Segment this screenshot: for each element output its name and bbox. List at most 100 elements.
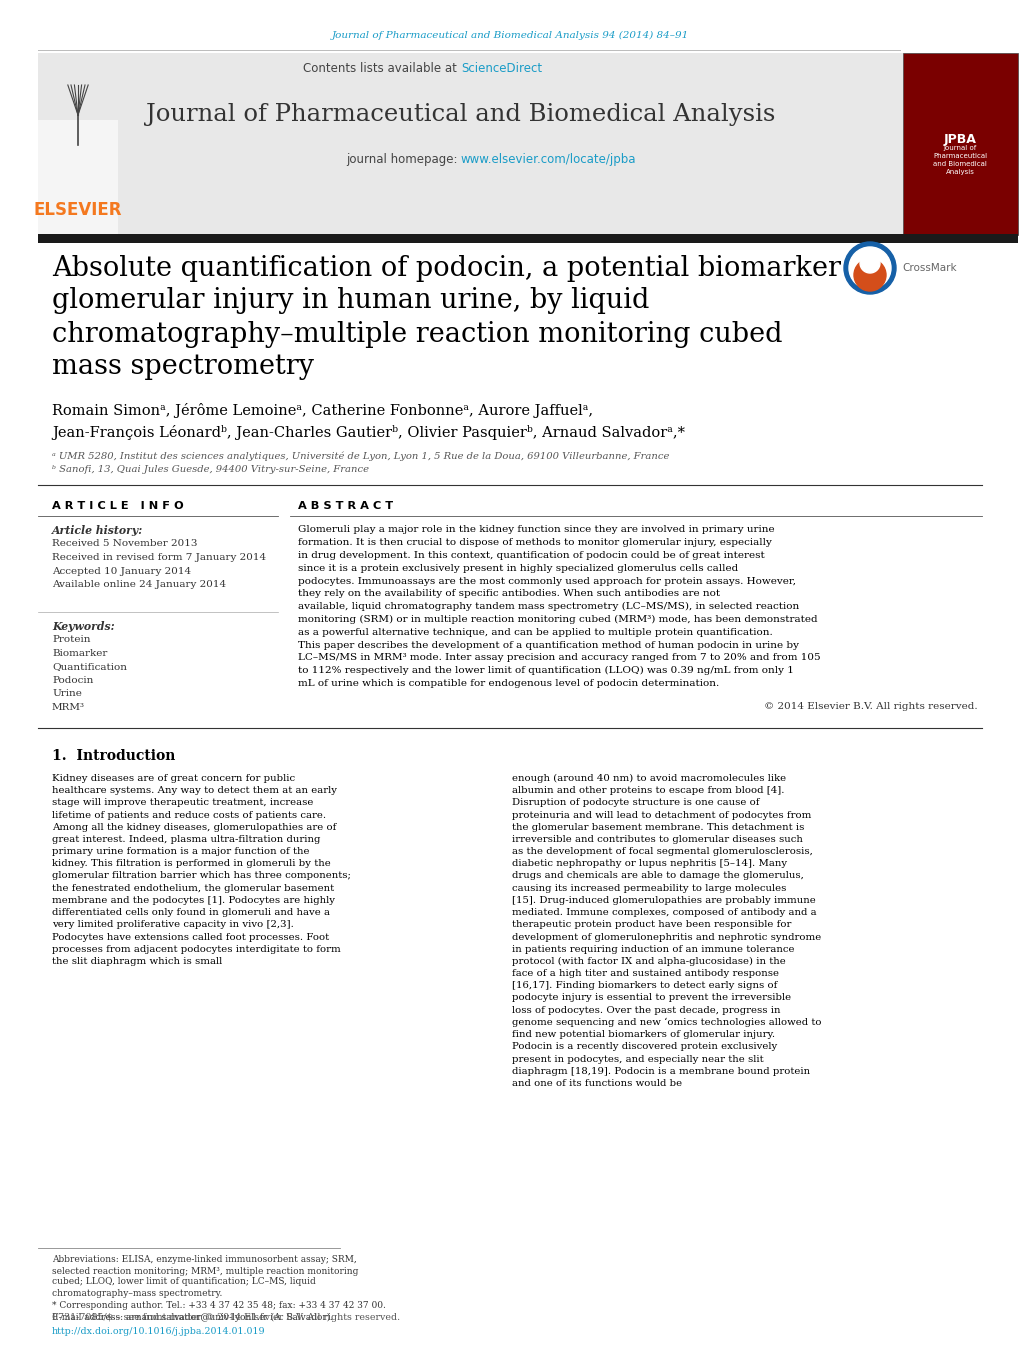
Text: differentiated cells only found in glomeruli and have a: differentiated cells only found in glome… xyxy=(52,908,330,917)
Text: protocol (with factor IX and alpha-glucosidase) in the: protocol (with factor IX and alpha-gluco… xyxy=(512,957,785,966)
Text: the fenestrated endothelium, the glomerular basement: the fenestrated endothelium, the glomeru… xyxy=(52,884,334,893)
Text: http://dx.doi.org/10.1016/j.jpba.2014.01.019: http://dx.doi.org/10.1016/j.jpba.2014.01… xyxy=(52,1328,265,1336)
Circle shape xyxy=(853,259,886,290)
Text: enough (around 40 nm) to avoid macromolecules like: enough (around 40 nm) to avoid macromole… xyxy=(512,774,786,784)
Text: Contents lists available at: Contents lists available at xyxy=(303,62,461,74)
Text: Journal of
Pharmaceutical
and Biomedical
Analysis: Journal of Pharmaceutical and Biomedical… xyxy=(932,145,986,176)
Text: Podocytes have extensions called foot processes. Foot: Podocytes have extensions called foot pr… xyxy=(52,932,329,942)
Circle shape xyxy=(843,242,895,295)
Text: E-mail address: arnaud.salvador@univ-lyon1.fr (A. Salvador).: E-mail address: arnaud.salvador@univ-lyo… xyxy=(52,1312,333,1321)
Text: ᵇ Sanofi, 13, Quai Jules Guesde, 94400 Vitry-sur-Seine, France: ᵇ Sanofi, 13, Quai Jules Guesde, 94400 V… xyxy=(52,465,369,473)
Text: the slit diaphragm which is small: the slit diaphragm which is small xyxy=(52,957,222,966)
Text: since it is a protein exclusively present in highly specialized glomerulus cells: since it is a protein exclusively presen… xyxy=(298,563,738,573)
Text: Received 5 November 2013: Received 5 November 2013 xyxy=(52,539,198,549)
Text: to 112% respectively and the lower limit of quantification (LLOQ) was 0.39 ng/mL: to 112% respectively and the lower limit… xyxy=(298,666,793,676)
Text: they rely on the availability of specific antibodies. When such antibodies are n: they rely on the availability of specifi… xyxy=(298,589,719,598)
Text: glomerular injury in human urine, by liquid: glomerular injury in human urine, by liq… xyxy=(52,288,649,315)
Text: Article history:: Article history: xyxy=(52,524,143,535)
Text: as a powerful alternative technique, and can be applied to multiple protein quan: as a powerful alternative technique, and… xyxy=(298,628,772,636)
Text: monitoring (SRM) or in multiple reaction monitoring cubed (MRM³) mode, has been : monitoring (SRM) or in multiple reaction… xyxy=(298,615,817,624)
Text: causing its increased permeability to large molecules: causing its increased permeability to la… xyxy=(512,884,786,893)
Text: Received in revised form 7 January 2014: Received in revised form 7 January 2014 xyxy=(52,553,266,562)
Text: find new potential biomarkers of glomerular injury.: find new potential biomarkers of glomeru… xyxy=(512,1029,774,1039)
Text: membrane and the podocytes [1]. Podocytes are highly: membrane and the podocytes [1]. Podocyte… xyxy=(52,896,334,905)
Text: Glomeruli play a major role in the kidney function since they are involved in pr: Glomeruli play a major role in the kidne… xyxy=(298,526,773,535)
Text: LC–MS/MS in MRM³ mode. Inter assay precision and accuracy ranged from 7 to 20% a: LC–MS/MS in MRM³ mode. Inter assay preci… xyxy=(298,654,820,662)
Text: CrossMark: CrossMark xyxy=(901,263,956,273)
Circle shape xyxy=(859,253,879,273)
Text: lifetime of patients and reduce costs of patients care.: lifetime of patients and reduce costs of… xyxy=(52,811,326,820)
Text: chromatography–multiple reaction monitoring cubed: chromatography–multiple reaction monitor… xyxy=(52,320,782,347)
Text: in drug development. In this context, quantification of podocin could be of grea: in drug development. In this context, qu… xyxy=(298,551,764,561)
Text: journal homepage:: journal homepage: xyxy=(345,154,461,166)
Bar xyxy=(38,120,118,235)
Text: selected reaction monitoring; MRM³, multiple reaction monitoring: selected reaction monitoring; MRM³, mult… xyxy=(52,1266,358,1275)
Text: diabetic nephropathy or lupus nephritis [5–14]. Many: diabetic nephropathy or lupus nephritis … xyxy=(512,859,787,869)
Text: Journal of Pharmaceutical and Biomedical Analysis: Journal of Pharmaceutical and Biomedical… xyxy=(146,104,774,127)
Text: A R T I C L E   I N F O: A R T I C L E I N F O xyxy=(52,501,183,511)
Text: in patients requiring induction of an immune tolerance: in patients requiring induction of an im… xyxy=(512,944,794,954)
Text: chromatography–mass spectrometry.: chromatography–mass spectrometry. xyxy=(52,1289,222,1297)
Text: mass spectrometry: mass spectrometry xyxy=(52,354,314,381)
Text: ELSEVIER: ELSEVIER xyxy=(34,201,122,219)
Text: loss of podocytes. Over the past decade, progress in: loss of podocytes. Over the past decade,… xyxy=(512,1005,780,1015)
Text: therapeutic protein product have been responsible for: therapeutic protein product have been re… xyxy=(512,920,791,929)
Text: 1.  Introduction: 1. Introduction xyxy=(52,750,175,763)
Text: as the development of focal segmental glomerulosclerosis,: as the development of focal segmental gl… xyxy=(512,847,812,857)
Text: A B S T R A C T: A B S T R A C T xyxy=(298,501,392,511)
Text: Romain Simonᵃ, Jérôme Lemoineᵃ, Catherine Fonbonneᵃ, Aurore Jaffuelᵃ,: Romain Simonᵃ, Jérôme Lemoineᵃ, Catherin… xyxy=(52,403,592,417)
Text: Abbreviations: ELISA, enzyme-linked immunosorbent assay; SRM,: Abbreviations: ELISA, enzyme-linked immu… xyxy=(52,1255,357,1265)
Text: primary urine formation is a major function of the: primary urine formation is a major funct… xyxy=(52,847,309,857)
Text: * Corresponding author. Tel.: +33 4 37 42 35 48; fax: +33 4 37 42 37 00.: * Corresponding author. Tel.: +33 4 37 4… xyxy=(52,1301,385,1310)
Text: cubed; LLOQ, lower limit of quantification; LC–MS, liquid: cubed; LLOQ, lower limit of quantificati… xyxy=(52,1278,316,1286)
Text: www.elsevier.com/locate/jpba: www.elsevier.com/locate/jpba xyxy=(461,154,636,166)
Text: MRM³: MRM³ xyxy=(52,703,85,712)
Text: Journal of Pharmaceutical and Biomedical Analysis 94 (2014) 84–91: Journal of Pharmaceutical and Biomedical… xyxy=(331,31,688,39)
Text: available, liquid chromatography tandem mass spectrometry (LC–MS/MS), in selecte: available, liquid chromatography tandem … xyxy=(298,603,799,612)
Text: podocytes. Immunoassays are the most commonly used approach for protein assays. : podocytes. Immunoassays are the most com… xyxy=(298,577,795,586)
Text: genome sequencing and new ‘omics technologies allowed to: genome sequencing and new ‘omics technol… xyxy=(512,1017,820,1027)
Text: great interest. Indeed, plasma ultra-filtration during: great interest. Indeed, plasma ultra-fil… xyxy=(52,835,320,844)
Text: ScienceDirect: ScienceDirect xyxy=(461,62,541,74)
Text: JPBA: JPBA xyxy=(943,134,975,146)
Text: Quantification: Quantification xyxy=(52,662,127,671)
Text: diaphragm [18,19]. Podocin is a membrane bound protein: diaphragm [18,19]. Podocin is a membrane… xyxy=(512,1067,809,1075)
Text: drugs and chemicals are able to damage the glomerulus,: drugs and chemicals are able to damage t… xyxy=(512,871,803,881)
Bar xyxy=(38,53,902,235)
Text: development of glomerulonephritis and nephrotic syndrome: development of glomerulonephritis and ne… xyxy=(512,932,820,942)
Text: mL of urine which is compatible for endogenous level of podocin determination.: mL of urine which is compatible for endo… xyxy=(298,680,718,688)
Text: Kidney diseases are of great concern for public: Kidney diseases are of great concern for… xyxy=(52,774,294,782)
Text: face of a high titer and sustained antibody response: face of a high titer and sustained antib… xyxy=(512,969,779,978)
Text: Available online 24 January 2014: Available online 24 January 2014 xyxy=(52,580,226,589)
Text: Keywords:: Keywords: xyxy=(52,620,114,631)
Text: very limited proliferative capacity in vivo [2,3].: very limited proliferative capacity in v… xyxy=(52,920,293,929)
Text: 0731-7085/$ – see front matter © 2014 Elsevier B.V. All rights reserved.: 0731-7085/$ – see front matter © 2014 El… xyxy=(52,1313,399,1323)
Text: © 2014 Elsevier B.V. All rights reserved.: © 2014 Elsevier B.V. All rights reserved… xyxy=(763,703,977,711)
Text: Jean-François Léonardᵇ, Jean-Charles Gautierᵇ, Olivier Pasquierᵇ, Arnaud Salvado: Jean-François Léonardᵇ, Jean-Charles Gau… xyxy=(52,424,685,439)
Text: Accepted 10 January 2014: Accepted 10 January 2014 xyxy=(52,566,191,576)
Text: healthcare systems. Any way to detect them at an early: healthcare systems. Any way to detect th… xyxy=(52,786,336,796)
Text: glomerular filtration barrier which has three components;: glomerular filtration barrier which has … xyxy=(52,871,351,881)
Text: Biomarker: Biomarker xyxy=(52,648,107,658)
Text: podocyte injury is essential to prevent the irreversible: podocyte injury is essential to prevent … xyxy=(512,993,791,1002)
Bar xyxy=(902,53,1017,235)
Text: Disruption of podocyte structure is one cause of: Disruption of podocyte structure is one … xyxy=(512,798,759,808)
Text: formation. It is then crucial to dispose of methods to monitor glomerular injury: formation. It is then crucial to dispose… xyxy=(298,538,771,547)
Text: Absolute quantification of podocin, a potential biomarker of: Absolute quantification of podocin, a po… xyxy=(52,254,875,281)
Text: present in podocytes, and especially near the slit: present in podocytes, and especially nea… xyxy=(512,1055,763,1063)
Text: and one of its functions would be: and one of its functions would be xyxy=(512,1079,682,1088)
Text: mediated. Immune complexes, composed of antibody and a: mediated. Immune complexes, composed of … xyxy=(512,908,816,917)
Text: kidney. This filtration is performed in glomeruli by the: kidney. This filtration is performed in … xyxy=(52,859,330,869)
Text: the glomerular basement membrane. This detachment is: the glomerular basement membrane. This d… xyxy=(512,823,804,832)
Text: Protein: Protein xyxy=(52,635,91,644)
Text: Among all the kidney diseases, glomerulopathies are of: Among all the kidney diseases, glomerulo… xyxy=(52,823,336,832)
Text: albumin and other proteins to escape from blood [4].: albumin and other proteins to escape fro… xyxy=(512,786,784,796)
Text: [15]. Drug-induced glomerulopathies are probably immune: [15]. Drug-induced glomerulopathies are … xyxy=(512,896,815,905)
Circle shape xyxy=(848,247,891,289)
Text: Podocin: Podocin xyxy=(52,676,94,685)
Text: irreversible and contributes to glomerular diseases such: irreversible and contributes to glomerul… xyxy=(512,835,802,844)
Text: stage will improve therapeutic treatment, increase: stage will improve therapeutic treatment… xyxy=(52,798,313,808)
Text: Podocin is a recently discovered protein exclusively: Podocin is a recently discovered protein… xyxy=(512,1043,776,1051)
Text: processes from adjacent podocytes interdigitate to form: processes from adjacent podocytes interd… xyxy=(52,944,340,954)
Bar xyxy=(38,234,1017,243)
